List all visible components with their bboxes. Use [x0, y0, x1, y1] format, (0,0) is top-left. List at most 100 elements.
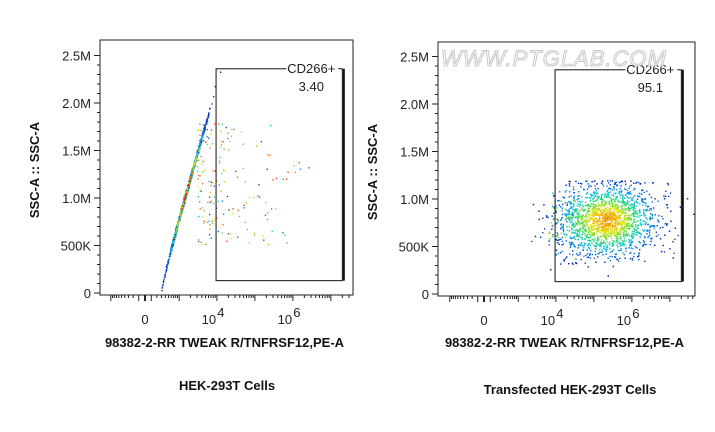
event-dot — [614, 205, 616, 207]
event-dot — [563, 259, 565, 261]
event-dot — [185, 195, 187, 198]
event-dot — [189, 181, 191, 183]
event-dot — [181, 206, 184, 208]
event-dot — [265, 201, 267, 204]
event-dot — [197, 150, 200, 152]
event-dot — [596, 192, 599, 194]
event-dot — [227, 132, 229, 135]
event-dot — [208, 112, 210, 114]
event-dot — [253, 196, 255, 199]
event-dot — [171, 247, 173, 249]
event-dot — [256, 145, 258, 147]
event-dot — [210, 237, 212, 239]
event-dot — [627, 238, 630, 241]
event-dot — [595, 191, 597, 194]
event-dot — [624, 227, 626, 229]
event-dot — [200, 241, 202, 243]
event-dot — [177, 223, 179, 225]
event-dot — [609, 231, 611, 233]
event-dot — [204, 127, 206, 129]
event-dot — [612, 242, 614, 244]
event-dot — [199, 189, 201, 192]
event-dot — [577, 229, 579, 231]
event-dot — [653, 227, 655, 229]
event-dot — [623, 253, 625, 256]
event-dot — [193, 167, 195, 169]
event-dot — [636, 247, 638, 249]
event-dot — [638, 255, 640, 257]
event-dot — [178, 222, 180, 224]
event-dot — [557, 220, 559, 222]
event-dot — [610, 222, 613, 224]
event-dot — [173, 240, 175, 242]
event-dot — [223, 148, 225, 150]
event-dot — [173, 238, 175, 241]
event-dot — [182, 203, 184, 205]
event-dot — [643, 241, 645, 243]
event-dot — [558, 204, 560, 206]
event-dot — [614, 208, 616, 210]
event-dot — [191, 171, 193, 173]
event-dot — [248, 242, 250, 244]
event-dot — [600, 196, 603, 198]
event-dot — [651, 182, 654, 184]
event-dot — [593, 257, 596, 259]
event-dot — [614, 213, 617, 215]
event-dot — [197, 129, 199, 131]
event-dot — [577, 217, 579, 219]
event-dot — [185, 191, 188, 193]
event-dot — [198, 159, 200, 161]
event-dot — [566, 221, 569, 223]
event-dot — [584, 262, 586, 264]
event-dot — [201, 136, 203, 138]
event-dot — [630, 180, 632, 182]
event-dot — [592, 212, 594, 214]
event-dot — [615, 241, 617, 243]
event-dot — [607, 206, 609, 208]
event-dot — [595, 253, 597, 256]
event-dot — [597, 236, 599, 238]
event-dot — [595, 200, 597, 202]
event-dot — [608, 219, 610, 221]
event-dot — [603, 235, 605, 238]
event-dot — [608, 196, 610, 198]
event-dot — [561, 216, 563, 219]
event-dot — [168, 256, 170, 258]
event-dot — [632, 199, 634, 201]
event-dot — [206, 119, 208, 121]
event-dot — [627, 206, 630, 208]
event-dot — [607, 180, 609, 182]
event-dot — [588, 215, 590, 217]
event-dot — [633, 207, 635, 209]
event-dot — [618, 214, 621, 216]
event-dot — [561, 240, 563, 242]
event-dot — [618, 260, 620, 262]
event-dot — [610, 213, 612, 215]
event-dot — [572, 212, 575, 214]
event-dot — [639, 223, 642, 225]
event-dot — [617, 240, 619, 242]
event-dot — [569, 217, 571, 219]
event-dot — [628, 244, 631, 246]
event-dot — [282, 232, 284, 234]
event-dot — [600, 229, 602, 232]
event-dot — [634, 213, 636, 215]
event-dot — [635, 182, 637, 184]
event-dot — [242, 167, 245, 170]
event-dot — [629, 252, 631, 254]
event-dot — [183, 201, 185, 203]
event-dot — [266, 211, 269, 214]
event-dot — [598, 214, 600, 217]
event-dot — [644, 237, 646, 239]
event-dot — [564, 257, 567, 260]
event-dot — [580, 214, 582, 216]
event-dot — [589, 199, 592, 201]
event-dot — [622, 252, 624, 254]
event-dot — [183, 201, 185, 204]
event-dot — [628, 235, 630, 237]
event-dot — [561, 236, 564, 238]
event-dot — [586, 216, 588, 218]
event-dot — [607, 217, 610, 219]
event-dot — [178, 218, 181, 220]
event-dot — [586, 223, 588, 225]
